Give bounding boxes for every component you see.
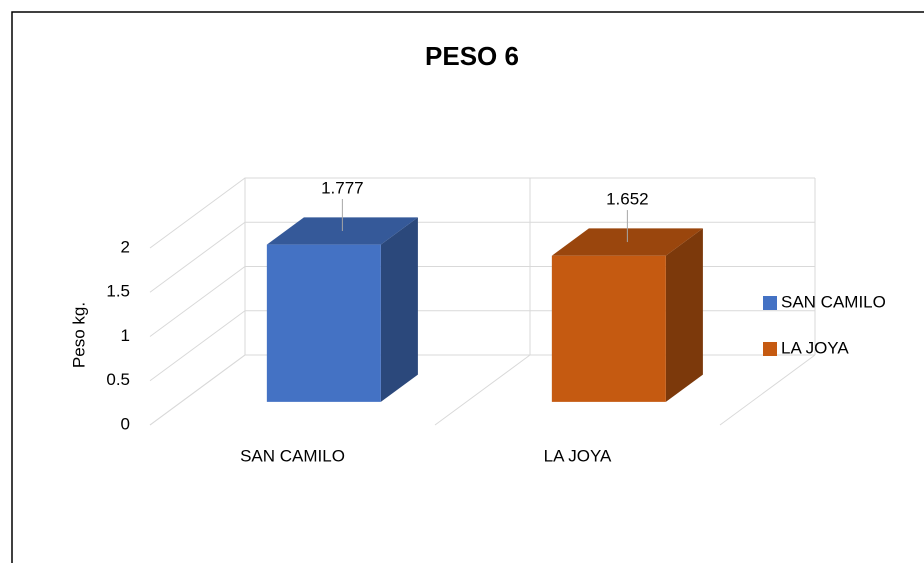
y-tick-label: 1.5 — [106, 282, 130, 301]
chart-title: PESO 6 — [425, 41, 519, 71]
grid-line — [149, 221, 815, 293]
x-tick-label: LA JOYA — [544, 446, 612, 465]
floor-line — [719, 354, 816, 426]
bar-front — [551, 255, 666, 402]
floor-line — [434, 354, 531, 426]
y-axis-label: Peso kg. — [69, 302, 88, 368]
y-tick-label: 0 — [121, 414, 130, 433]
value-label: 1.652 — [606, 190, 649, 209]
y-tick-label: 0.5 — [106, 370, 130, 389]
bar-side — [665, 228, 703, 402]
x-tick-label: SAN CAMILO — [240, 446, 345, 465]
value-label: 1.777 — [321, 178, 364, 197]
legend-swatch — [763, 296, 777, 310]
bar — [551, 228, 703, 402]
legend-label: LA JOYA — [781, 338, 849, 357]
y-tick-label: 1 — [121, 326, 130, 345]
chart-border — [11, 11, 924, 563]
legend-label: SAN CAMILO — [781, 292, 886, 311]
legend-swatch — [763, 342, 777, 356]
bar-side — [380, 217, 418, 402]
bar — [266, 217, 418, 402]
grid-line — [149, 177, 815, 249]
bar-front — [266, 244, 381, 402]
y-tick-label: 2 — [121, 237, 130, 256]
